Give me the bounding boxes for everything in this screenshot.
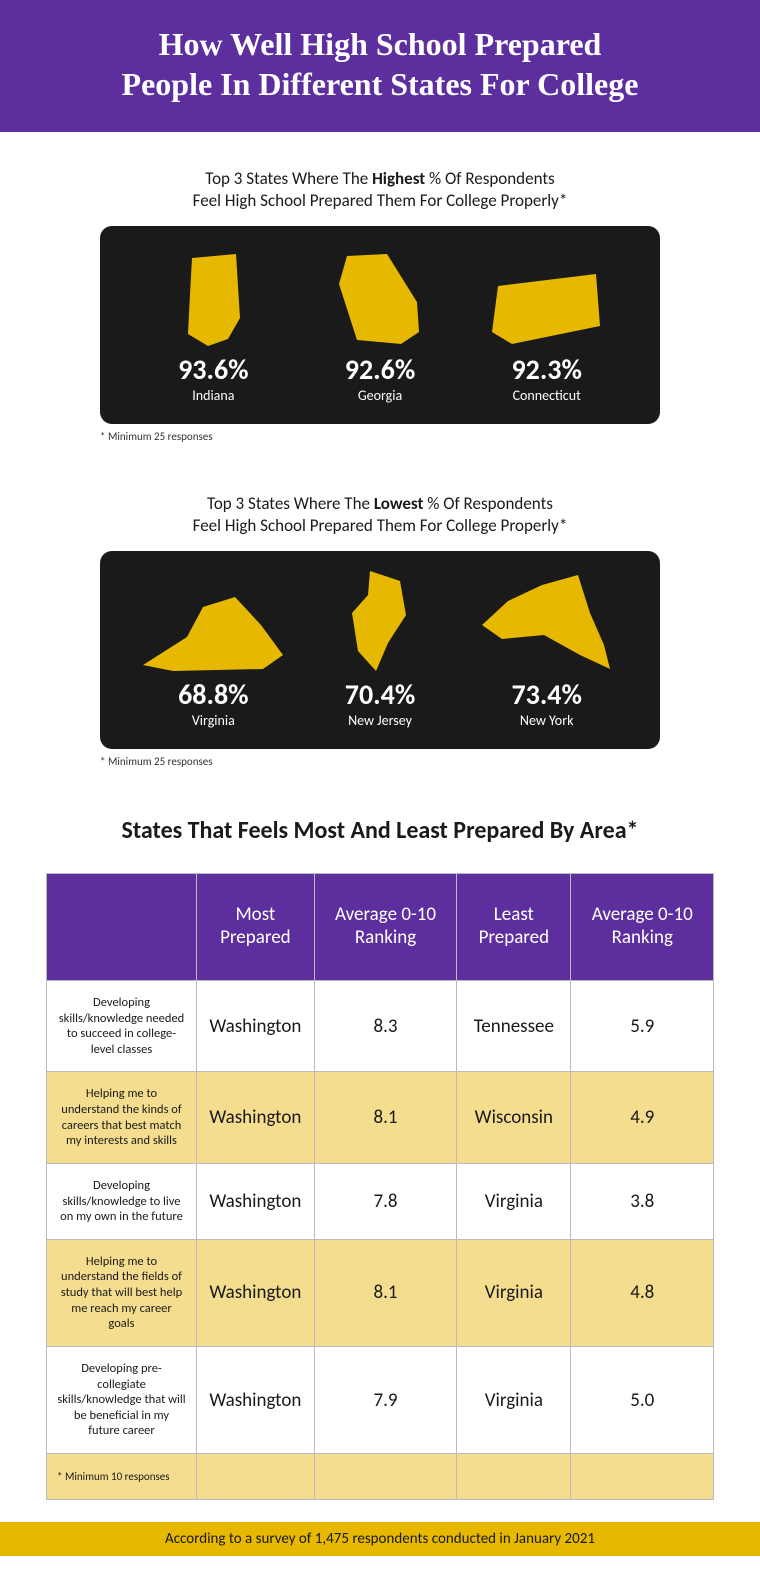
cell-least: Wisconsin [457, 1072, 571, 1164]
cell-least: Virginia [457, 1239, 571, 1346]
cell-most: Washington [197, 1346, 315, 1453]
state-name: Virginia [192, 712, 235, 729]
lowest-footnote: * Minimum 25 responses [100, 755, 660, 768]
table-row: Developing skills/knowledge needed to su… [47, 980, 714, 1072]
state-name: Connecticut [513, 387, 581, 404]
cell-least: Tennessee [457, 980, 571, 1072]
state-pct: 93.6% [178, 352, 248, 387]
cell-least-rank: 3.8 [571, 1163, 714, 1239]
table-header-row: Most Prepared Average 0-10 Ranking Least… [47, 874, 714, 981]
lowest-intro-line2: Feel High School Prepared Them For Colle… [193, 515, 568, 536]
cell-most: Washington [197, 980, 315, 1072]
lowest-intro: Top 3 States Where The Lowest % Of Respo… [100, 493, 660, 537]
cell-area: Helping me to understand the kinds of ca… [47, 1072, 197, 1164]
th-least-rank: Average 0-10 Ranking [571, 874, 714, 981]
highest-footnote: * Minimum 25 responses [100, 430, 660, 443]
state-item-new-jersey: 70.4% New Jersey [297, 579, 464, 729]
state-item-virginia: 68.8% Virginia [130, 579, 297, 729]
lowest-intro-prefix: Top 3 States Where The [207, 493, 374, 514]
state-name: Indiana [192, 387, 234, 404]
state-item-new-york: 73.4% New York [463, 579, 630, 729]
indiana-shape-icon [178, 254, 248, 346]
cell-most-rank: 7.8 [314, 1163, 457, 1239]
state-item-indiana: 93.6% Indiana [130, 254, 297, 404]
new-york-shape-icon [482, 575, 612, 671]
title-line-2: People In Different States For College [122, 66, 639, 102]
lowest-intro-bold: Lowest [374, 493, 424, 514]
cell-most: Washington [197, 1072, 315, 1164]
cell-least: Virginia [457, 1346, 571, 1453]
highest-intro-line2: Feel High School Prepared Them For Colle… [193, 190, 568, 211]
cell-most: Washington [197, 1163, 315, 1239]
highest-intro-suffix: % Of Respondents [425, 168, 555, 189]
th-most-rank: Average 0-10 Ranking [314, 874, 457, 981]
virginia-shape-icon [143, 597, 283, 671]
cell-area: Developing pre-collegiate skills/knowled… [47, 1346, 197, 1453]
state-item-connecticut: 92.3% Connecticut [463, 254, 630, 404]
state-name: New York [520, 712, 574, 729]
cell-most-rank: 8.1 [314, 1239, 457, 1346]
title-line-1: How Well High School Prepared [159, 26, 602, 62]
cell-most-rank: 8.3 [314, 980, 457, 1072]
highest-card: 93.6% Indiana 92.6% Georgia 92.3% Connec… [100, 226, 660, 424]
cell-area: Developing skills/knowledge needed to su… [47, 980, 197, 1072]
state-name: New Jersey [348, 712, 412, 729]
state-name: Georgia [358, 387, 402, 404]
page-header: How Well High School Prepared People In … [0, 0, 760, 132]
table-row: Helping me to understand the fields of s… [47, 1239, 714, 1346]
table-row: Helping me to understand the kinds of ca… [47, 1072, 714, 1164]
lowest-card: 68.8% Virginia 70.4% New Jersey 73.4% Ne… [100, 551, 660, 749]
state-pct: 70.4% [345, 677, 415, 712]
state-pct: 73.4% [511, 677, 581, 712]
cell-least: Virginia [457, 1163, 571, 1239]
state-pct: 92.3% [511, 352, 581, 387]
highest-intro-prefix: Top 3 States Where The [205, 168, 372, 189]
cell-least-rank: 4.9 [571, 1072, 714, 1164]
cell-most-rank: 7.9 [314, 1346, 457, 1453]
cell-area: Helping me to understand the fields of s… [47, 1239, 197, 1346]
table-footnote-row: * Minimum 10 responses [47, 1454, 714, 1500]
page-title: How Well High School Prepared People In … [20, 24, 740, 104]
highest-intro: Top 3 States Where The Highest % Of Resp… [100, 168, 660, 212]
table-row: Developing skills/knowledge to live on m… [47, 1163, 714, 1239]
connecticut-shape-icon [492, 274, 602, 346]
state-pct: 92.6% [345, 352, 415, 387]
th-most-prepared: Most Prepared [197, 874, 315, 981]
state-item-georgia: 92.6% Georgia [297, 254, 464, 404]
new-jersey-shape-icon [352, 571, 408, 671]
table-section-title: States That Feels Most And Least Prepare… [0, 816, 760, 845]
georgia-shape-icon [339, 254, 421, 346]
lowest-intro-suffix: % Of Respondents [423, 493, 553, 514]
cell-most: Washington [197, 1239, 315, 1346]
th-least-prepared: Least Prepared [457, 874, 571, 981]
highest-intro-bold: Highest [372, 168, 425, 189]
cell-most-rank: 8.1 [314, 1072, 457, 1164]
table-footnote: * Minimum 10 responses [47, 1454, 197, 1500]
preparedness-table: Most Prepared Average 0-10 Ranking Least… [46, 873, 714, 1500]
state-pct: 68.8% [178, 677, 248, 712]
th-area [47, 874, 197, 981]
cell-least-rank: 5.9 [571, 980, 714, 1072]
citation-bar: According to a survey of 1,475 responden… [0, 1522, 760, 1556]
cell-least-rank: 5.0 [571, 1346, 714, 1453]
table-row: Developing pre-collegiate skills/knowled… [47, 1346, 714, 1453]
cell-least-rank: 4.8 [571, 1239, 714, 1346]
cell-area: Developing skills/knowledge to live on m… [47, 1163, 197, 1239]
